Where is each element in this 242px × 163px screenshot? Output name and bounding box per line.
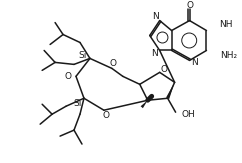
Text: O: O bbox=[186, 1, 193, 10]
Text: O: O bbox=[102, 111, 109, 120]
Polygon shape bbox=[166, 82, 175, 99]
Text: NH: NH bbox=[219, 20, 233, 29]
Text: Si: Si bbox=[74, 99, 82, 108]
Polygon shape bbox=[141, 100, 148, 108]
Text: N: N bbox=[151, 49, 158, 58]
Text: OH: OH bbox=[182, 110, 195, 119]
Text: N: N bbox=[191, 58, 198, 67]
Text: N: N bbox=[152, 12, 159, 21]
Text: O: O bbox=[109, 59, 116, 68]
Text: Si: Si bbox=[79, 51, 87, 60]
Text: O: O bbox=[64, 72, 71, 81]
Text: NH₂: NH₂ bbox=[220, 51, 238, 60]
Text: O: O bbox=[160, 65, 167, 74]
